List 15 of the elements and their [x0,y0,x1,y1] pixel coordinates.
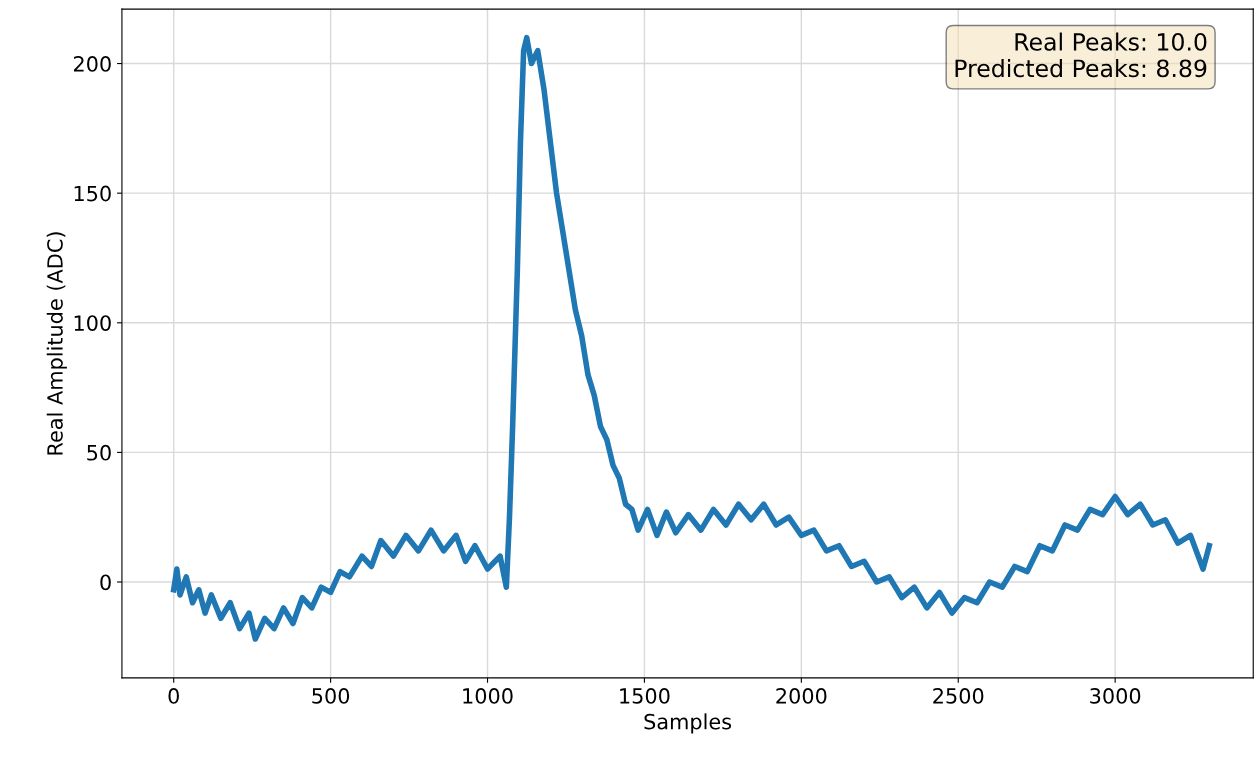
y-tick-label: 50 [87,444,111,461]
x-tick-label: 2000 [776,688,827,704]
y-tick-label: 150 [74,185,111,202]
x-axis-title: Samples [644,713,732,734]
y-tick-label: 100 [74,315,111,331]
y-tick-label: 200 [73,56,111,72]
x-tick-label: 0 [168,688,179,704]
x-tick-label: 1000 [463,688,513,704]
x-tick-label: 500 [312,688,350,704]
x-tick-label: 1500 [620,688,670,704]
y-tick-label: 0 [100,574,111,591]
x-tick-label: 3000 [1090,688,1141,704]
x-tick-label: 2500 [933,688,984,704]
annotation: Real Peaks: 10.0 Predicted Peaks: 8.89 [955,32,1207,78]
y-axis-title: Real Amplitude (ADC) [46,232,67,455]
